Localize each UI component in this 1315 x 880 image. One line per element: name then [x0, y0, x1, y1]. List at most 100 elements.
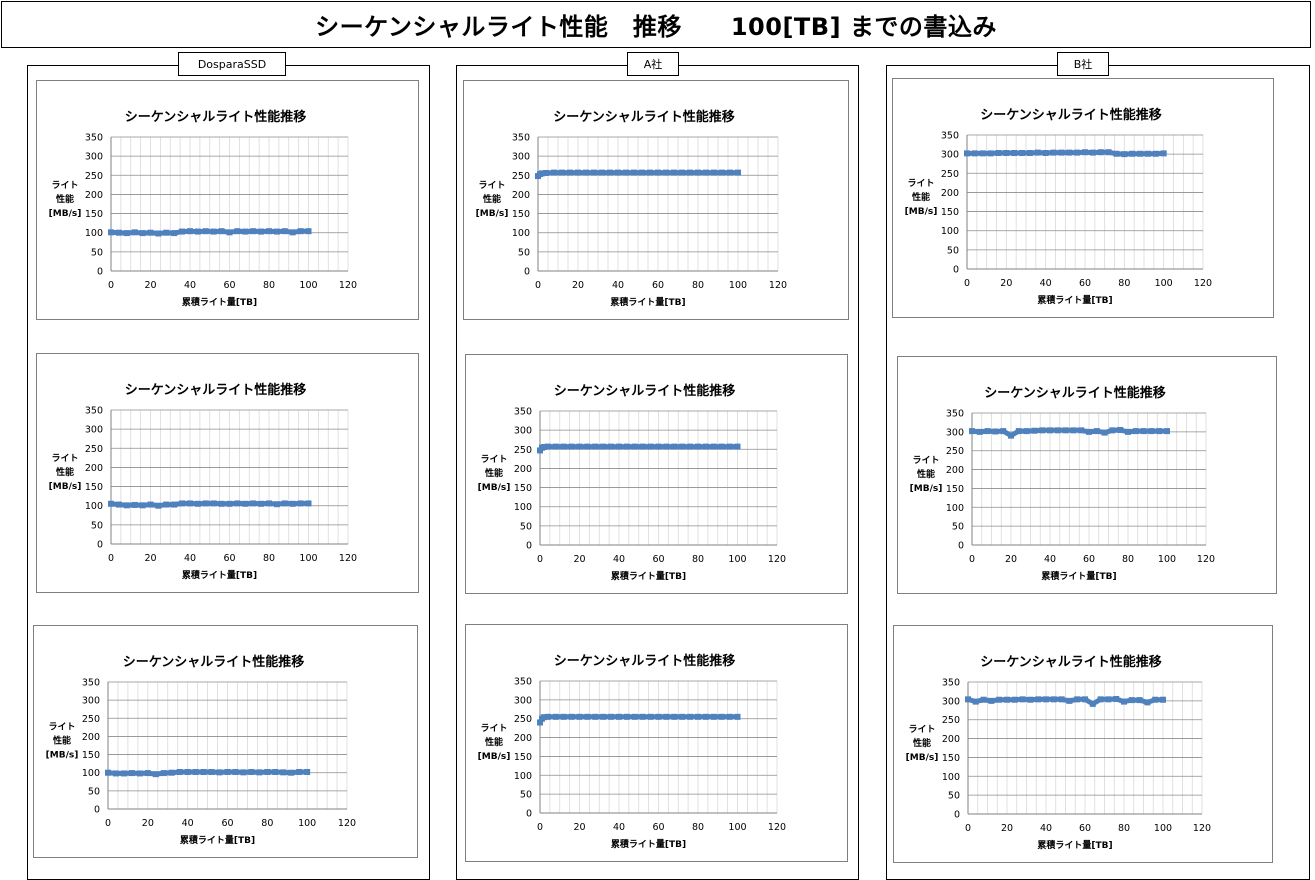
- x-tick-label: 20: [572, 280, 584, 291]
- data-point: [226, 229, 233, 236]
- y-axis-label: 性能: [53, 735, 71, 747]
- data-point: [1121, 151, 1128, 158]
- data-point: [544, 443, 551, 450]
- data-point: [210, 228, 217, 235]
- y-tick-label: 200: [946, 465, 964, 476]
- data-point: [1113, 150, 1120, 157]
- data-point: [139, 230, 146, 237]
- y-tick-label: 150: [82, 750, 100, 761]
- data-point: [559, 169, 565, 176]
- y-tick-label: 0: [526, 541, 532, 552]
- data-point: [226, 500, 233, 507]
- data-point: [115, 229, 122, 236]
- x-tick-label: 80: [692, 280, 704, 291]
- data-point: [144, 770, 151, 777]
- data-point: [1097, 696, 1104, 703]
- y-tick-label: 350: [512, 133, 530, 144]
- data-point: [210, 500, 217, 507]
- data-point: [242, 228, 249, 235]
- y-tick-label: 200: [514, 733, 532, 744]
- y-tick-label: 0: [524, 267, 530, 278]
- y-tick-label: 250: [514, 445, 532, 456]
- x-tick-label: 0: [535, 280, 541, 291]
- y-tick-label: 350: [942, 678, 960, 689]
- data-point: [964, 150, 970, 157]
- x-tick-label: 80: [261, 818, 273, 829]
- chart-frame-a-1: シーケンシャルライト性能推移 0 50 100 150 200 250 300 350 0 20 40…: [463, 80, 849, 320]
- data-point: [540, 714, 547, 721]
- data-point: [108, 500, 114, 507]
- x-tick-label: 80: [1122, 554, 1134, 565]
- data-point: [155, 502, 162, 509]
- y-axis-label: ライト: [51, 180, 78, 191]
- data-point: [623, 713, 630, 720]
- data-point: [1152, 150, 1159, 157]
- y-tick-label: 50: [520, 790, 532, 801]
- y-axis-label: 性能: [912, 191, 930, 203]
- y-tick-label: 100: [85, 228, 103, 239]
- data-point: [281, 228, 288, 235]
- data-point: [1066, 697, 1073, 704]
- data-point: [160, 770, 167, 777]
- chart-svg: シーケンシャルライト性能推移 0 50 100 150 200 250 300 350 0 20 40…: [905, 107, 1212, 306]
- y-tick-label: 350: [85, 133, 103, 144]
- data-point: [671, 443, 678, 450]
- series-line: [538, 444, 738, 452]
- data-point: [1027, 696, 1034, 703]
- data-point: [1015, 428, 1022, 435]
- x-axis-label: 累積ライト量[TB]: [611, 838, 686, 850]
- x-axis-label: 累積ライト量[TB]: [1037, 294, 1112, 306]
- data-point: [969, 428, 975, 435]
- chart-title: シーケンシャルライト性能推移: [554, 653, 736, 669]
- x-tick-label: 60: [652, 554, 664, 565]
- group-a: A社: [456, 52, 859, 880]
- data-point: [1003, 149, 1010, 156]
- x-tick-label: 40: [1040, 278, 1052, 289]
- data-point: [184, 768, 191, 775]
- y-tick-label: 100: [512, 228, 530, 239]
- data-point: [1008, 432, 1014, 439]
- data-point: [655, 713, 662, 720]
- data-point: [988, 697, 995, 704]
- chart-title: シーケンシャルライト性能推移: [125, 382, 307, 398]
- x-tick-label: 100: [298, 818, 316, 829]
- data-point: [663, 713, 670, 720]
- x-tick-label: 0: [108, 553, 114, 564]
- chart-title: シーケンシャルライト性能推移: [123, 654, 305, 670]
- data-point: [296, 768, 303, 775]
- y-tick-label: 150: [946, 484, 964, 495]
- data-point: [208, 768, 215, 775]
- data-point: [1089, 700, 1096, 707]
- data-point: [168, 769, 175, 776]
- data-point: [234, 500, 241, 507]
- data-point: [1164, 428, 1170, 435]
- data-point: [615, 169, 621, 176]
- data-point: [120, 770, 127, 777]
- y-tick-label: 250: [941, 169, 959, 180]
- data-point: [735, 169, 741, 176]
- data-point: [584, 713, 591, 720]
- data-point: [639, 443, 646, 450]
- data-point: [224, 768, 231, 775]
- data-point: [273, 228, 280, 235]
- x-tick-label: 100: [299, 553, 317, 564]
- data-point: [202, 500, 209, 507]
- data-point: [1035, 696, 1042, 703]
- y-tick-label: 250: [85, 171, 103, 182]
- x-tick-label: 40: [1044, 554, 1056, 565]
- x-tick-label: 100: [1154, 823, 1172, 834]
- data-point: [187, 500, 193, 507]
- x-tick-label: 120: [1193, 823, 1211, 834]
- y-tick-label: 100: [85, 501, 103, 512]
- data-point: [1034, 149, 1041, 156]
- data-point: [583, 169, 589, 176]
- y-axis-label: 性能: [913, 737, 931, 749]
- data-point: [1070, 427, 1077, 434]
- y-tick-label: 350: [941, 131, 959, 142]
- data-point: [1101, 429, 1108, 436]
- data-point: [1058, 149, 1065, 156]
- x-tick-label: 20: [573, 822, 585, 833]
- x-tick-label: 20: [144, 280, 156, 291]
- y-tick-label: 350: [946, 409, 964, 420]
- data-point: [155, 230, 162, 237]
